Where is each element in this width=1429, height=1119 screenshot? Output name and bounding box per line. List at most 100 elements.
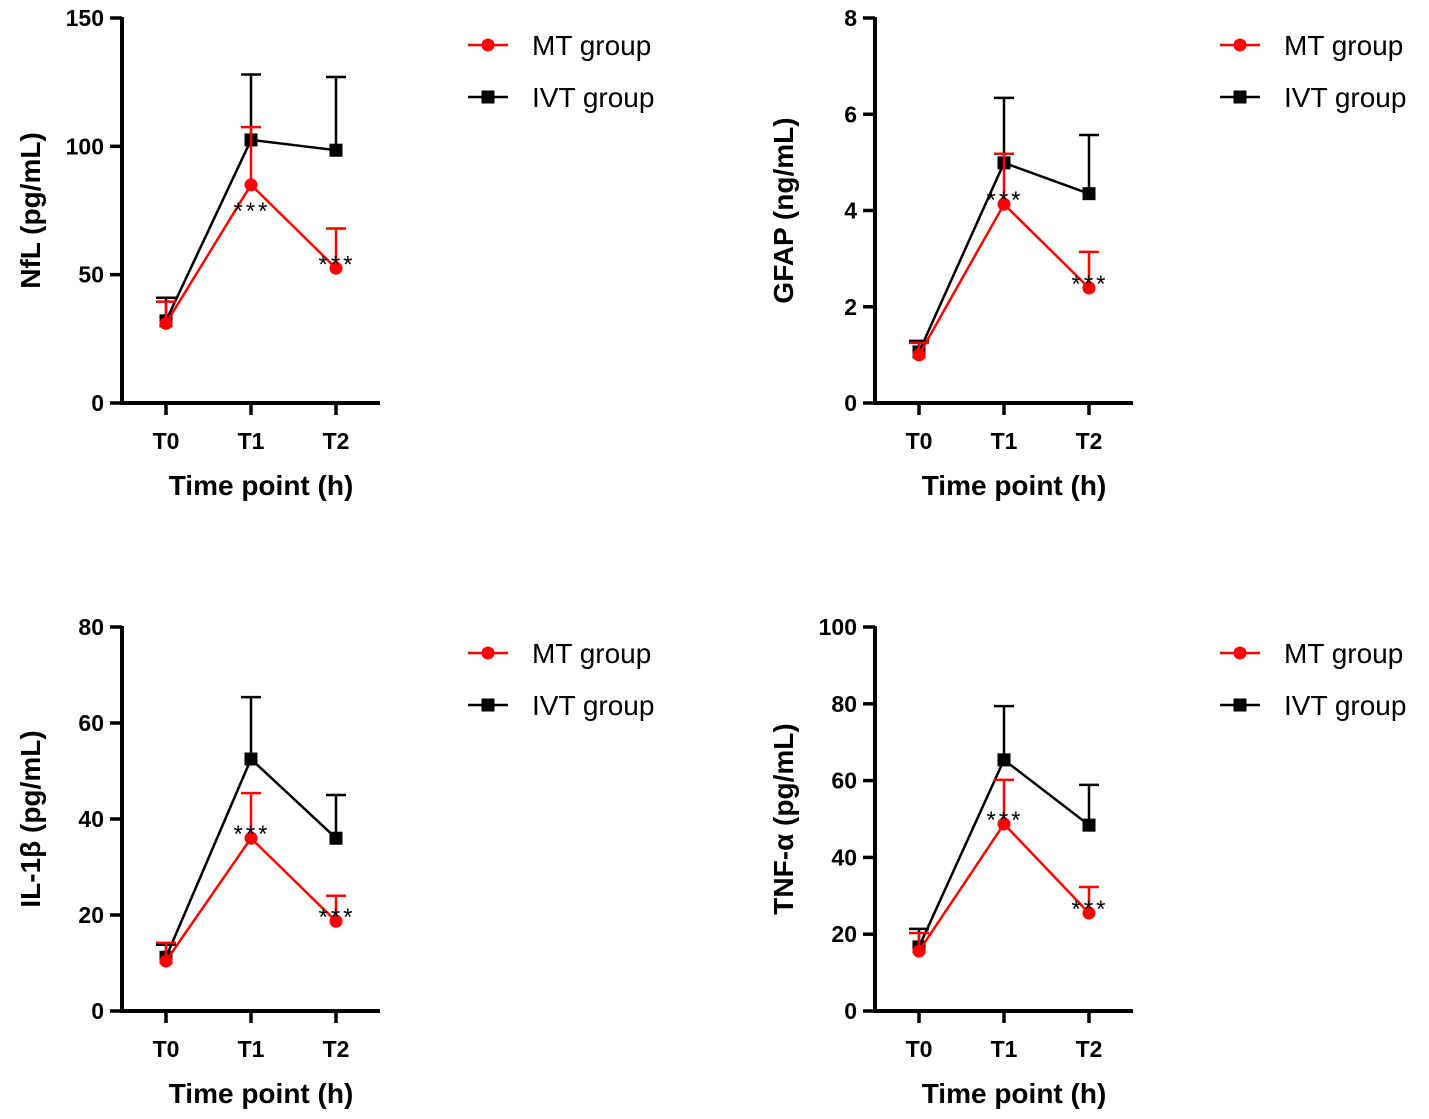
data-point [912, 348, 926, 362]
x-tick-label: T1 [238, 1036, 265, 1062]
legend-label: IVT group [532, 690, 654, 721]
y-tick-label: 100 [819, 614, 857, 640]
y-tick-label: 20 [78, 902, 104, 928]
data-point [997, 753, 1011, 767]
data-point [244, 752, 258, 766]
legend-marker [1233, 698, 1247, 712]
x-tick-label: T0 [906, 1036, 933, 1062]
data-point [997, 817, 1011, 831]
significance-marker: *** [233, 198, 270, 225]
legend-label: MT group [1284, 30, 1403, 61]
legend-label: MT group [532, 638, 651, 669]
data-point [244, 178, 258, 192]
chart-panel-1: 0 50 100 150 T0 T1 T2 Time point (h) NfL (pg/mL)… [15, 5, 654, 501]
legend-marker [481, 698, 495, 712]
y-axis-title: GFAP (ng/mL) [768, 117, 799, 303]
series-line [917, 822, 1090, 952]
legend-item: MT group [1220, 30, 1403, 61]
significance-marker: *** [233, 821, 270, 848]
data-point [1082, 818, 1096, 832]
significance-marker: *** [1071, 896, 1108, 923]
y-tick-label: 40 [831, 844, 857, 870]
x-tick-label: T0 [153, 1036, 180, 1062]
y-tick-label: 60 [831, 768, 857, 794]
y-tick-label: 8 [844, 5, 857, 31]
data-point [1082, 187, 1096, 201]
legend-item: IVT group [468, 82, 654, 113]
chart-panel-3: 0 20 40 60 80 T0 T1 T2 Time point (h) IL-1β (pg/m… [15, 614, 654, 1109]
legend-marker [1233, 38, 1247, 52]
x-tick-label: T0 [906, 428, 933, 454]
legend-label: MT group [1284, 638, 1403, 669]
legend-marker [481, 38, 495, 52]
data-point [912, 944, 926, 958]
significance-marker: *** [318, 251, 355, 278]
x-axis-title: Time point (h) [169, 470, 354, 501]
legend-label: MT group [532, 30, 651, 61]
legend-item: MT group [468, 30, 651, 61]
data-point [329, 914, 343, 928]
data-point [1082, 906, 1096, 920]
y-tick-label: 100 [66, 133, 104, 159]
data-point [244, 831, 258, 845]
data-point [159, 954, 173, 968]
data-point [159, 316, 173, 330]
chart-panel-2: 0 2 4 6 8 T0 T1 T2 Time point (h) GFAP (ng/mL) ***… [768, 5, 1406, 501]
chart-panel-4: 0 20 40 60 80 100 T0 T1 T2 Time point (h) TNF-α (p… [768, 614, 1406, 1109]
y-axis-title: NfL (pg/mL) [15, 132, 46, 289]
legend-item: IVT group [1220, 690, 1406, 721]
y-tick-label: 80 [78, 614, 104, 640]
x-tick-label: T2 [323, 428, 350, 454]
y-axis-title: IL-1β (pg/mL) [15, 730, 46, 907]
legend-marker [1233, 646, 1247, 660]
significance-marker: *** [1071, 271, 1108, 298]
x-tick-label: T2 [323, 1036, 350, 1062]
significance-marker: *** [986, 807, 1023, 834]
x-tick-label: T1 [991, 1036, 1018, 1062]
x-tick-label: T1 [238, 428, 265, 454]
y-tick-label: 2 [844, 294, 857, 320]
legend-marker [481, 646, 495, 660]
series-ivt-group [156, 695, 346, 964]
x-axis-title: Time point (h) [922, 1078, 1107, 1109]
series-mt-group [156, 791, 346, 968]
significance-marker: *** [986, 187, 1023, 214]
data-point [329, 261, 343, 275]
y-tick-label: 40 [78, 806, 104, 832]
y-tick-label: 20 [831, 921, 857, 947]
series-mt-group [156, 125, 346, 330]
x-tick-label: T2 [1076, 1036, 1103, 1062]
legend-item: IVT group [1220, 82, 1406, 113]
y-tick-label: 150 [66, 5, 104, 31]
series-line [917, 202, 1090, 356]
legend-marker [1233, 90, 1247, 104]
x-tick-label: T2 [1076, 428, 1103, 454]
series-mt-group [909, 778, 1099, 958]
y-tick-label: 60 [78, 710, 104, 736]
y-tick-label: 0 [91, 998, 104, 1024]
legend-label: IVT group [1284, 690, 1406, 721]
data-point [1082, 281, 1096, 295]
series-ivt-group [909, 96, 1099, 359]
x-tick-label: T0 [153, 428, 180, 454]
legend-label: IVT group [532, 82, 654, 113]
y-axis-title: TNF-α (pg/mL) [768, 723, 799, 914]
legend-item: MT group [1220, 638, 1403, 669]
legend-item: MT group [468, 638, 651, 669]
x-tick-label: T1 [991, 428, 1018, 454]
legend-item: IVT group [468, 690, 654, 721]
y-tick-label: 4 [844, 198, 857, 224]
y-tick-label: 0 [844, 998, 857, 1024]
x-axis-title: Time point (h) [922, 470, 1107, 501]
y-tick-label: 0 [91, 390, 104, 416]
series-line [164, 756, 337, 958]
y-tick-label: 0 [844, 390, 857, 416]
legend-marker [481, 90, 495, 104]
significance-marker: *** [318, 904, 355, 931]
x-axis-title: Time point (h) [169, 1078, 354, 1109]
series-mt-group [909, 152, 1099, 362]
y-tick-label: 6 [844, 101, 857, 127]
data-point [329, 143, 343, 157]
y-tick-label: 50 [78, 262, 104, 288]
